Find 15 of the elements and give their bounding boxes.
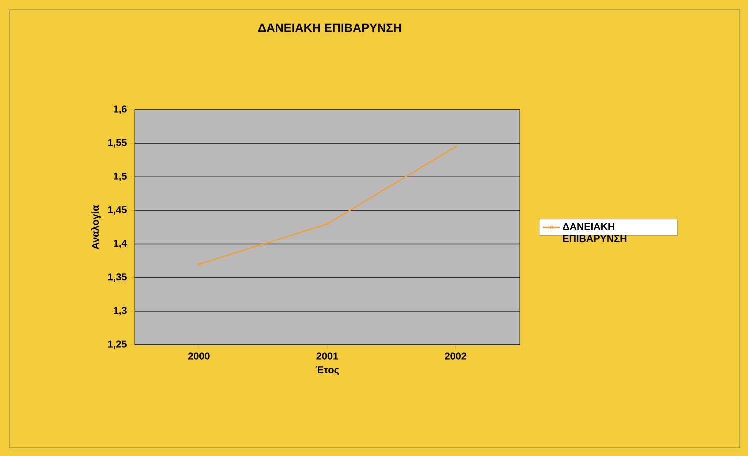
chart-title: ΔΑΝΕΙΑΚΗ ΕΠΙΒΑΡΥΝΣΗ bbox=[258, 24, 402, 32]
y-tick-label: 1,6 bbox=[114, 106, 127, 114]
legend-label: ΔΑΝΕΙΑΚΗ ΕΠΙΒΑΡΥΝΣΗ bbox=[563, 223, 627, 242]
y-tick-label: 1,4 bbox=[114, 240, 128, 248]
y-tick-label: 1,5 bbox=[114, 172, 127, 182]
x-tick-label: 2001 bbox=[316, 352, 338, 360]
y-tick-label: 1,3 bbox=[114, 307, 127, 316]
y-tick-label: 1,45 bbox=[108, 206, 127, 215]
x-tick-label: 2000 bbox=[188, 352, 210, 360]
x-axis-title: Έτος bbox=[316, 366, 340, 376]
y-tick-label: 1,55 bbox=[108, 139, 127, 148]
x-tick-label: 2002 bbox=[445, 352, 467, 360]
y-tick-label: 1,25 bbox=[108, 340, 127, 350]
y-axis-title: Αναλογία bbox=[91, 205, 101, 250]
y-tick-label: 1,35 bbox=[108, 274, 127, 282]
